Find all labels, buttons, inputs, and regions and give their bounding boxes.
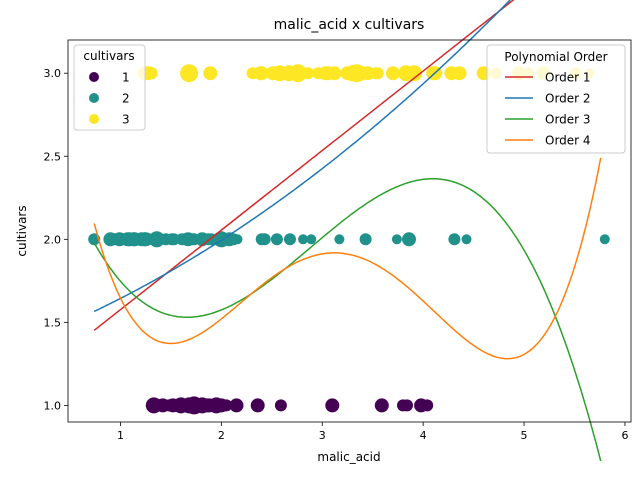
x-tick-label: 3: [319, 429, 326, 442]
y-axis-ticks: 1.0 1.5 2.0 2.5 3.0: [44, 67, 68, 412]
point-cultivar-3: [302, 67, 315, 80]
x-axis-label: malic_acid: [317, 450, 380, 464]
x-tick-label: 5: [521, 429, 528, 442]
plot-frame: [67, 39, 632, 423]
y-tick-label: 3.0: [44, 67, 62, 80]
point-cultivar-3: [452, 66, 467, 81]
legend-fits: Polynomial Order Order 1 Order 2 Order 3 Or…: [486, 44, 626, 154]
point-cultivar-1: [274, 399, 287, 412]
legend-label-order-3: Order 3: [545, 113, 591, 127]
point-cultivar-3: [289, 64, 307, 83]
legend-label-order-4: Order 4: [545, 134, 591, 148]
chart-title: malic_acid x cultivars: [274, 17, 425, 33]
fit-line-order-1: [93, 0, 515, 331]
legend-label-cultivar-1: 1: [122, 71, 130, 85]
point-cultivar-2: [334, 234, 345, 245]
y-tick-label: 1.5: [44, 316, 62, 329]
fit-lines: [93, 0, 602, 462]
point-cultivar-3: [145, 67, 158, 80]
point-cultivar-2: [270, 233, 283, 246]
point-cultivar-1: [220, 399, 233, 412]
point-cultivar-2: [298, 234, 309, 245]
x-tick-label: 4: [420, 429, 427, 442]
point-cultivar-2: [359, 233, 372, 246]
y-tick-label: 1.0: [44, 399, 62, 412]
point-cultivar-2: [402, 232, 416, 247]
point-cultivar-2: [284, 233, 296, 246]
legend-fits-title: Polynomial Order: [504, 50, 607, 64]
point-cultivar-1: [250, 398, 265, 413]
x-tick-label: 1: [117, 429, 124, 442]
point-cultivar-3: [327, 66, 342, 81]
point-cultivar-2: [391, 234, 402, 245]
point-cultivar-3: [254, 66, 269, 81]
y-tick-label: 2.0: [44, 233, 62, 246]
legend-cultivars-title: cultivars: [83, 49, 134, 63]
point-cultivar-1: [229, 398, 244, 413]
legend-label-cultivar-2: 2: [122, 92, 130, 106]
fit-line-order-2: [93, 0, 512, 313]
legend-cultivars: cultivars 1 2 3: [73, 44, 146, 131]
point-cultivar-1: [401, 399, 413, 412]
legend-label-order-2: Order 2: [545, 92, 591, 106]
y-tick-label: 2.5: [44, 150, 62, 163]
point-cultivar-1: [421, 399, 434, 412]
y-axis-label: cultivars: [15, 205, 29, 256]
point-cultivar-2: [599, 234, 610, 245]
x-tick-label: 6: [621, 429, 628, 442]
point-cultivar-3: [371, 67, 384, 80]
point-cultivar-2: [448, 233, 461, 246]
fit-line-order-4: [93, 157, 602, 360]
legend-marker-cultivar-3: [89, 114, 99, 124]
legend-label-cultivar-3: 3: [122, 113, 130, 127]
point-cultivar-3: [180, 64, 199, 83]
fit-line-order-3: [93, 178, 602, 462]
point-cultivar-2: [306, 234, 317, 245]
legend-label-order-1: Order 1: [545, 71, 591, 85]
point-cultivar-3: [385, 66, 400, 81]
point-cultivar-3: [406, 65, 423, 82]
legend-marker-cultivar-1: [89, 72, 99, 82]
point-cultivar-2: [232, 234, 243, 245]
legend-fits-frame: [486, 44, 626, 154]
point-cultivar-3: [203, 66, 218, 81]
point-cultivar-2: [258, 233, 271, 246]
x-tick-label: 2: [218, 429, 225, 442]
point-cultivar-2: [461, 234, 472, 245]
legend-cultivars-frame: [73, 44, 146, 131]
point-cultivar-1: [325, 398, 340, 413]
point-cultivar-1: [374, 398, 389, 413]
legend-marker-cultivar-2: [89, 93, 99, 103]
x-axis-ticks: 1 2 3 4 5 6: [117, 422, 628, 442]
